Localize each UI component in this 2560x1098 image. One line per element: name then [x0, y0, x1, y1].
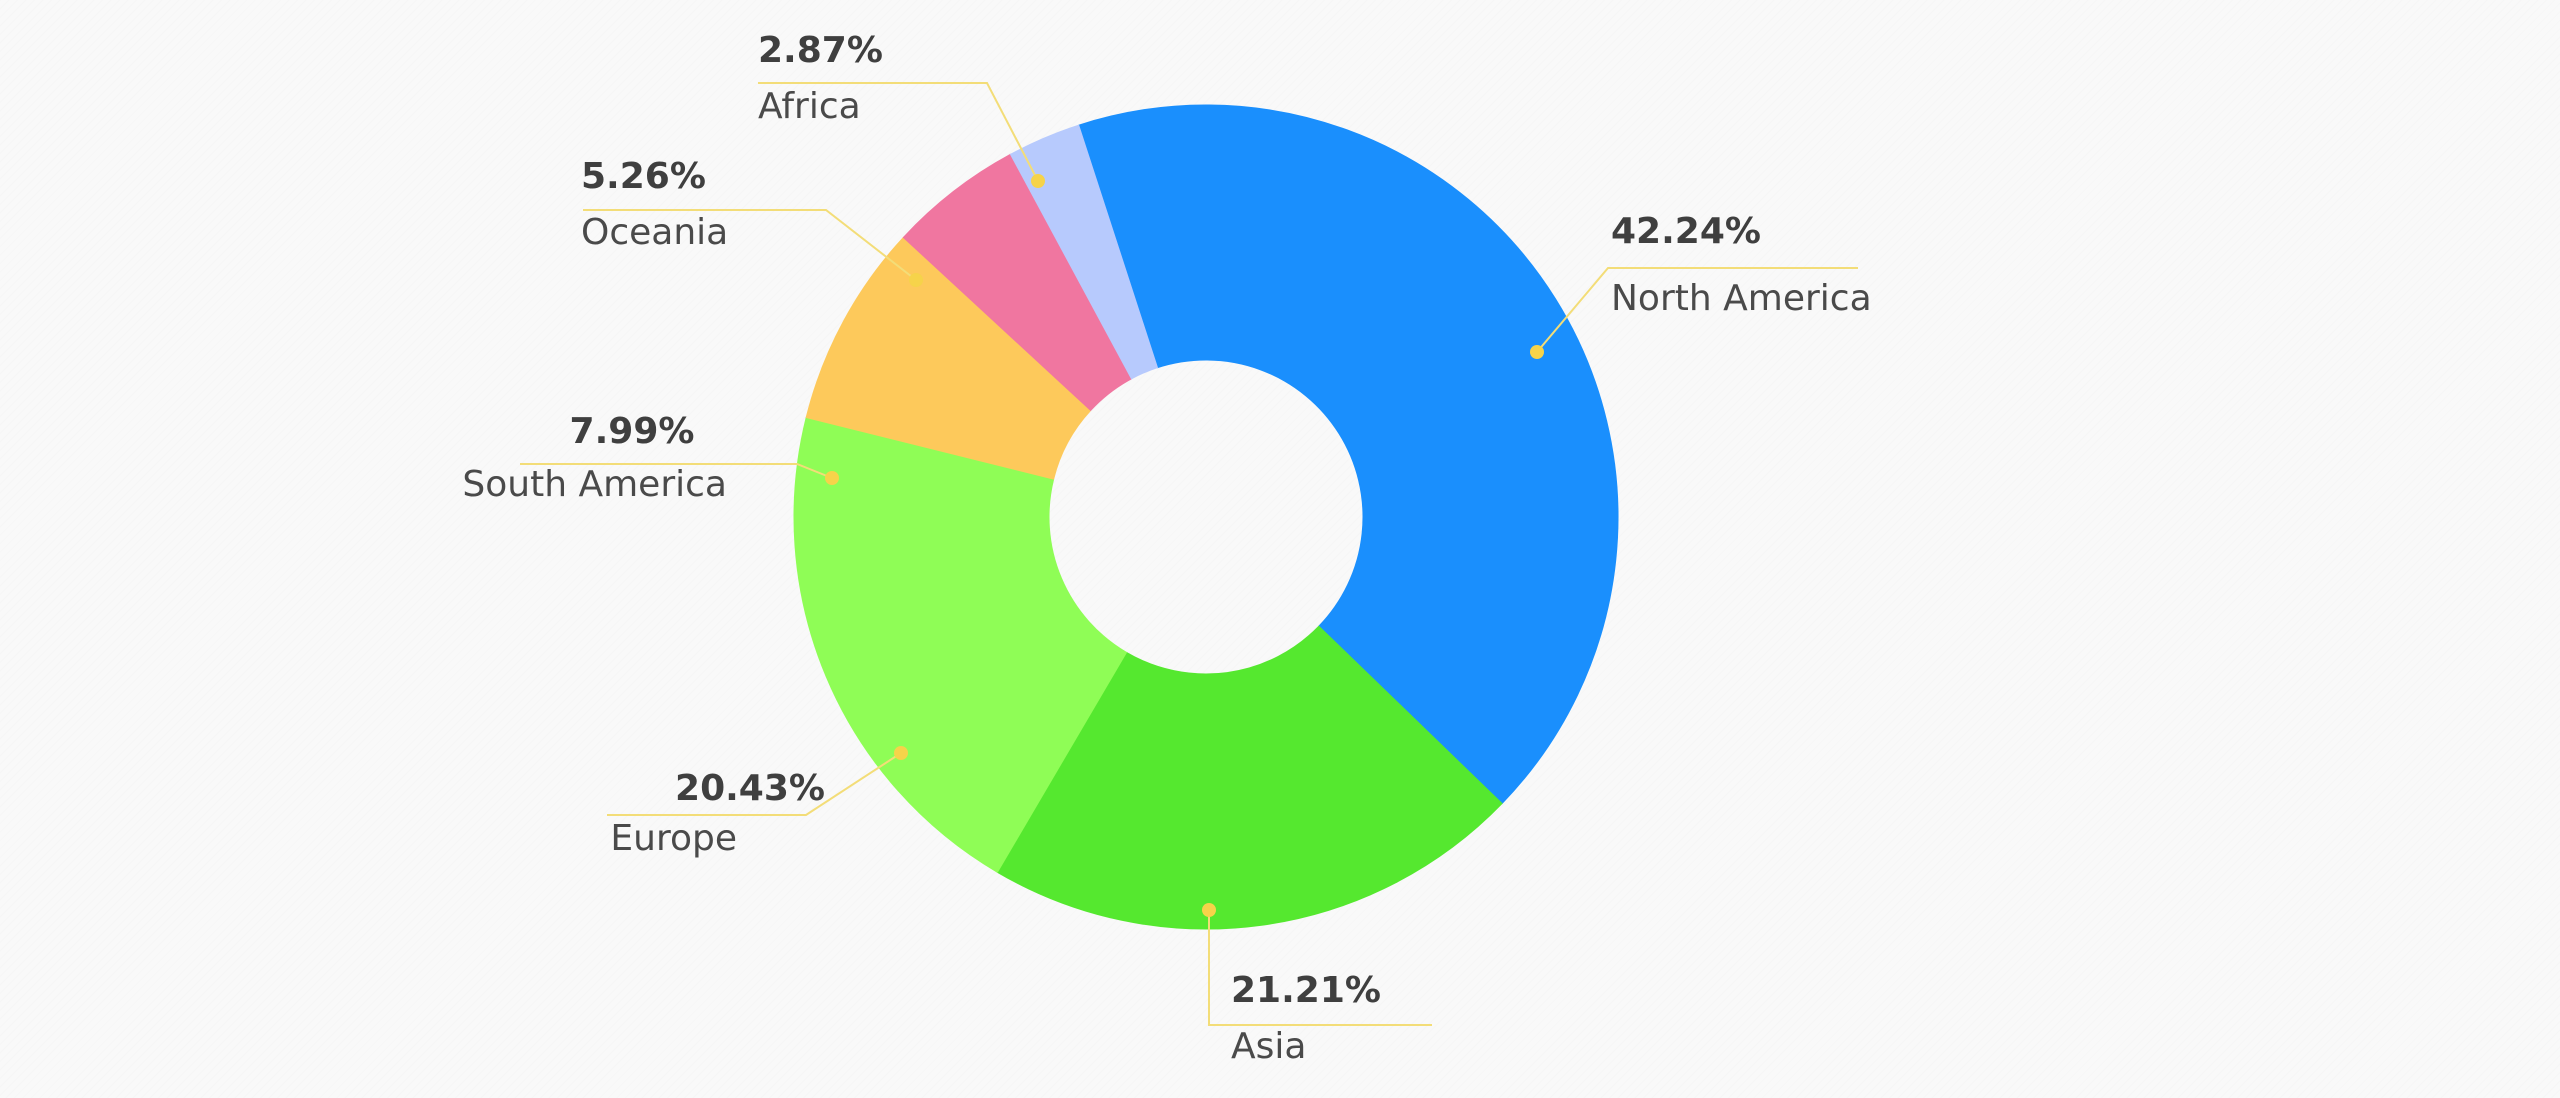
label-group: 42.24% North America 21.21% Asia 20.43% Europ… — [462, 30, 1871, 1067]
leader-dot-north-america — [1530, 345, 1544, 359]
leader-line-oceania — [583, 209, 917, 281]
data-label-africa: 2.87% — [758, 30, 883, 71]
leader-dot-south-america — [825, 471, 839, 485]
leader-dot-oceania — [909, 273, 923, 287]
category-label-europe: Europe — [610, 818, 737, 859]
slice-group — [793, 104, 1619, 930]
category-label-oceania: Oceania — [581, 212, 728, 253]
leader-line-south-america — [520, 463, 833, 479]
data-label-europe: 20.43% — [675, 768, 825, 809]
slice-asia — [996, 625, 1503, 930]
data-label-south-america: 7.99% — [570, 411, 695, 452]
category-label-north-america: North America — [1611, 278, 1872, 319]
leader-dot-asia — [1202, 903, 1216, 917]
leader-line-north-america — [1536, 267, 1858, 353]
data-label-asia: 21.21% — [1231, 970, 1381, 1011]
slice-north-america — [1078, 104, 1619, 805]
category-label-asia: Asia — [1231, 1026, 1306, 1067]
data-label-north-america: 42.24% — [1611, 211, 1761, 252]
leader-dot-africa — [1031, 174, 1045, 188]
slice-south-america — [805, 236, 1092, 480]
slice-europe — [793, 416, 1128, 873]
leader-line-asia — [1208, 910, 1432, 1026]
category-label-africa: Africa — [758, 86, 861, 127]
category-label-south-america: South America — [462, 464, 727, 505]
slice-africa — [1009, 124, 1159, 380]
leader-line-africa — [758, 82, 1039, 182]
data-label-oceania: 5.26% — [581, 156, 706, 197]
leader-line-europe — [607, 752, 902, 816]
leader-dot-europe — [894, 746, 908, 760]
